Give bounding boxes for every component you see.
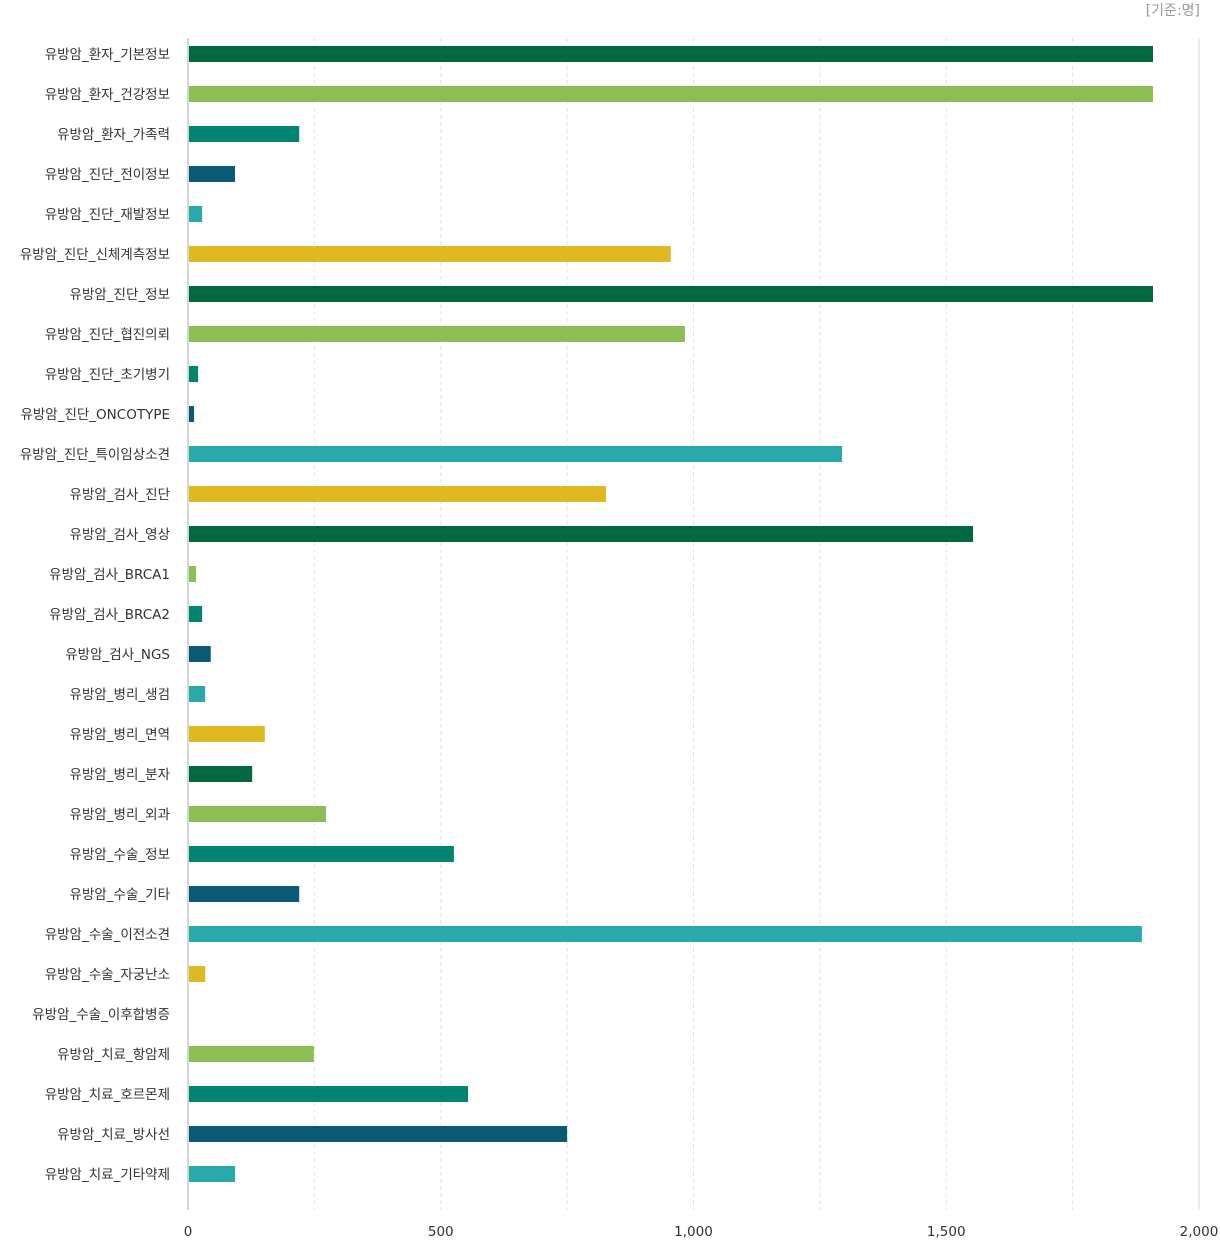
category-label: 유방암_환자_가족력 [57,127,170,143]
category-label: 유방암_치료_방사선 [57,1127,170,1143]
category-label: 유방암_검사_진단 [70,487,170,503]
x-tick-label: 2,000 [1180,1224,1219,1240]
bar [189,1046,314,1062]
bar [189,1086,469,1102]
bar [189,46,1153,62]
category-label: 유방암_진단_특이임상소견 [20,447,170,463]
x-tick-label: 0 [184,1224,193,1240]
bar [189,246,671,262]
category-label: 유방암_수술_기타 [70,887,171,903]
bar [189,86,1153,102]
category-label: 유방암_병리_분자 [70,767,171,783]
bar [189,566,197,582]
bar [189,286,1153,302]
bar [189,446,843,462]
bar [189,846,454,862]
bar [189,206,203,222]
bar [189,766,253,782]
bar [189,526,974,542]
bar [189,126,300,142]
category-label: 유방암_검사_BRCA2 [49,607,170,623]
bar [189,1166,236,1182]
category-label: 유방암_치료_항암제 [57,1047,170,1063]
x-tick-label: 1,000 [674,1224,713,1240]
bar [189,406,195,422]
x-tick-label: 500 [428,1224,454,1240]
category-label: 유방암_진단_신체계측정보 [20,247,170,263]
category-label: 유방암_수술_정보 [70,847,170,863]
category-label: 유방암_진단_정보 [70,287,170,303]
category-label: 유방암_병리_면역 [70,727,170,743]
category-label: 유방암_진단_협진의뢰 [45,327,170,343]
category-label: 유방암_진단_재발정보 [45,207,170,223]
category-label: 유방암_수술_자궁난소 [45,967,170,983]
category-label: 유방암_병리_생검 [70,687,170,703]
bar [189,726,265,742]
category-label: 유방암_검사_영상 [70,527,170,543]
bar [189,806,327,822]
bar [189,886,300,902]
category-label: 유방암_검사_NGS [65,647,170,663]
bar [189,686,206,702]
bar [189,646,211,662]
category-label: 유방암_수술_이전소견 [45,927,170,943]
bar [189,166,236,182]
bar [189,486,607,502]
bar [189,606,203,622]
bar [189,366,199,382]
category-label: 유방암_치료_기타약제 [45,1167,170,1183]
category-label: 유방암_수술_이후합병증 [32,1007,170,1023]
category-label: 유방암_진단_전이정보 [45,167,170,183]
unit-label: [기준:명] [1145,3,1200,19]
category-label: 유방암_환자_건강정보 [45,87,170,103]
bar [189,326,685,342]
category-label: 유방암_환자_기본정보 [45,47,170,63]
category-label: 유방암_진단_초기병기 [45,367,170,383]
category-label: 유방암_검사_BRCA1 [49,567,170,583]
category-label: 유방암_병리_외과 [70,807,170,823]
category-label: 유방암_치료_호르몬제 [45,1087,170,1103]
x-tick-label: 1,500 [927,1224,966,1240]
bar [189,926,1142,942]
bar [189,1126,568,1142]
bar [189,966,206,982]
category-label: 유방암_진단_ONCOTYPE [20,407,170,423]
